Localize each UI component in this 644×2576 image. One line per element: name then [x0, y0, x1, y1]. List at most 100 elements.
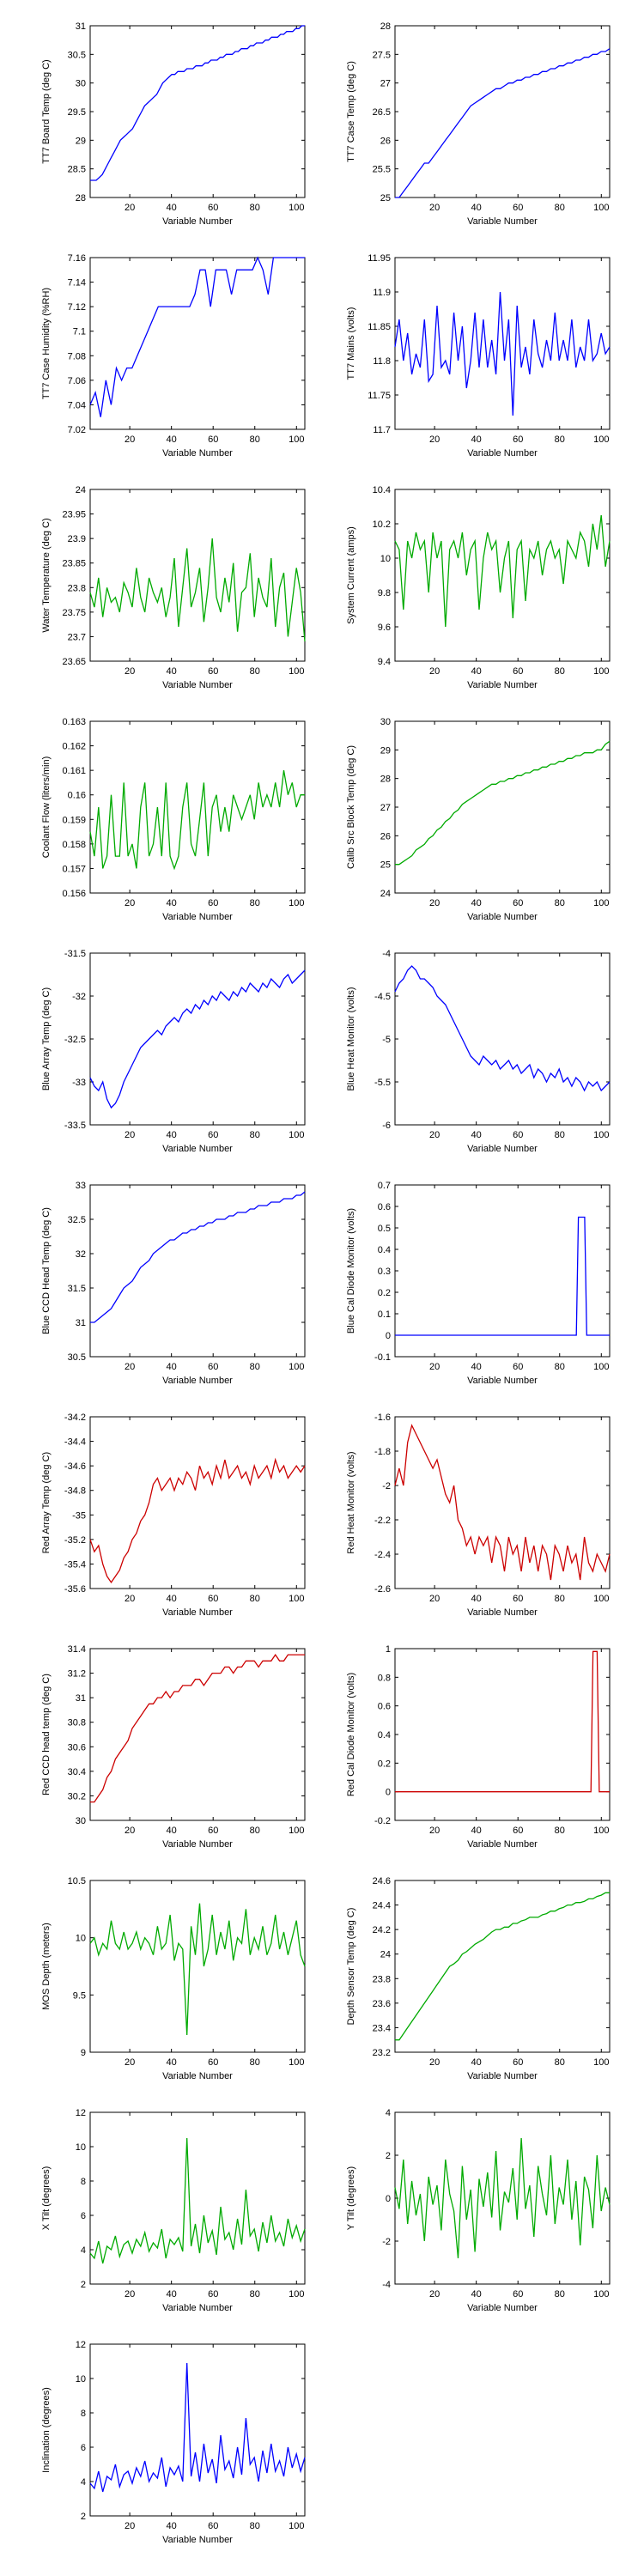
x-tick-label: 100 — [593, 1826, 609, 1836]
plot-frame — [394, 1880, 611, 2053]
y-tick-label: 32 — [76, 1249, 86, 1260]
series-line — [89, 969, 306, 1109]
x-tick-label: 40 — [167, 666, 177, 677]
x-tick-label: 60 — [208, 1594, 218, 1604]
x-tick-label: 80 — [250, 1130, 260, 1140]
x-tick-label: 80 — [555, 2289, 565, 2300]
plot-frame — [394, 1184, 611, 1358]
x-tick-label: 40 — [167, 1594, 177, 1604]
y-tick-label: 24 — [76, 485, 86, 495]
chart-panel: 9 9.5 10 10.5 20 40 60 80 100 Variable Number MOS … — [41, 1876, 306, 2081]
y-tick-label: 27 — [380, 803, 391, 813]
y-tick-label: 7.04 — [68, 400, 86, 410]
series-line — [89, 2362, 306, 2493]
x-tick-label: 100 — [289, 434, 304, 445]
x-tick-label: 100 — [289, 1362, 304, 1372]
y-tick-label: 12 — [76, 2108, 86, 2118]
y-axis-label: X Tilt (degrees) — [41, 2166, 52, 2231]
y-tick-label: 2 — [386, 2151, 391, 2161]
y-tick-label: -35.6 — [64, 1584, 86, 1595]
x-tick-label: 40 — [167, 898, 177, 908]
x-axis-label: Variable Number — [467, 680, 538, 690]
y-tick-label: 23.8 — [373, 1974, 391, 1984]
y-tick-label: 31.5 — [68, 1284, 86, 1294]
x-tick-label: 60 — [513, 1826, 523, 1836]
chart-panel: 9.4 9.6 9.8 10 10.2 10.4 20 40 60 80 100 Variable N… — [346, 485, 611, 690]
y-tick-label: 9.6 — [378, 623, 391, 633]
x-tick-label: 40 — [471, 1594, 482, 1604]
y-tick-label: 0.16 — [68, 791, 86, 801]
y-axis-label: Coolant Flow (liters/min) — [41, 756, 52, 859]
plot-frame — [89, 1880, 306, 2053]
x-tick-label: 60 — [208, 1826, 218, 1836]
x-tick-label: 60 — [513, 434, 523, 445]
plot-frame — [89, 1416, 306, 1589]
x-tick-label: 100 — [289, 1130, 304, 1140]
y-axis-label: Water Temperature (deg C) — [41, 518, 52, 632]
y-tick-label: 4 — [81, 2477, 86, 2488]
x-tick-label: 80 — [555, 203, 565, 213]
y-tick-label: 30.6 — [68, 1742, 86, 1753]
y-tick-label: 7.14 — [68, 278, 86, 289]
y-tick-label: -5.5 — [374, 1078, 391, 1088]
x-axis-label: Variable Number — [467, 2071, 538, 2081]
y-tick-label: 0 — [386, 1331, 391, 1341]
y-tick-label: -4 — [382, 949, 391, 959]
chart-panel: 30.5 31 31.5 32 32.5 33 20 40 60 80 100 Variable Nu… — [41, 1181, 306, 1386]
chart-panel: -6 -5.5 -5 -4.5 -4 20 40 60 80 100 Variable Number… — [346, 949, 611, 1154]
x-axis-label: Variable Number — [162, 1376, 233, 1386]
x-tick-label: 80 — [250, 1362, 260, 1372]
plot-frame — [89, 2111, 306, 2285]
y-tick-label: 0.157 — [62, 864, 86, 874]
y-tick-label: 10.4 — [373, 485, 391, 495]
y-tick-label: 0.161 — [62, 766, 86, 776]
x-tick-label: 60 — [208, 203, 218, 213]
y-tick-label: -34.6 — [64, 1461, 86, 1472]
x-tick-label: 20 — [125, 1594, 135, 1604]
y-tick-label: 30 — [76, 1816, 86, 1826]
x-tick-label: 100 — [593, 203, 609, 213]
x-tick-label: 40 — [167, 1362, 177, 1372]
x-tick-label: 20 — [125, 2521, 135, 2531]
y-tick-label: 11.9 — [373, 288, 391, 298]
y-tick-label: 7.16 — [68, 253, 86, 264]
x-tick-label: 80 — [250, 203, 260, 213]
y-tick-label: 0.2 — [378, 1288, 391, 1298]
x-tick-label: 100 — [289, 898, 304, 908]
y-tick-label: 0.3 — [378, 1267, 391, 1277]
y-tick-label: 30 — [380, 717, 391, 727]
y-tick-label: 9.8 — [378, 588, 391, 598]
x-axis-label: Variable Number — [162, 216, 233, 227]
y-tick-label: -34.2 — [64, 1413, 86, 1423]
x-tick-label: 20 — [125, 203, 135, 213]
x-tick-label: 100 — [593, 1130, 609, 1140]
y-tick-label: 25 — [380, 193, 391, 204]
y-tick-label: 0.5 — [378, 1224, 391, 1234]
y-tick-label: 8 — [81, 2177, 86, 2187]
y-tick-label: -0.1 — [374, 1352, 391, 1363]
y-tick-label: -1.8 — [374, 1447, 391, 1457]
y-tick-label: 11.7 — [373, 425, 391, 435]
x-tick-label: 40 — [471, 898, 482, 908]
y-tick-label: -32 — [72, 992, 86, 1002]
x-tick-label: 100 — [289, 666, 304, 677]
y-tick-label: 29 — [76, 136, 86, 146]
y-tick-label: 9.4 — [378, 657, 391, 667]
chart-panel: -35.6 -35.4 -35.2 -35 -34.8 -34.6 -34.4 -34.2 20… — [41, 1413, 306, 1618]
x-tick-label: 80 — [250, 1826, 260, 1836]
y-axis-label: Red Array Temp (deg C) — [41, 1452, 52, 1553]
x-tick-label: 20 — [125, 666, 135, 677]
y-tick-label: 7.02 — [68, 425, 86, 435]
chart-panel: 0.156 0.157 0.158 0.159 0.16 0.161 0.162 0.163 2… — [41, 717, 306, 922]
y-tick-label: 27.5 — [373, 50, 391, 60]
x-tick-label: 100 — [593, 1362, 609, 1372]
chart-panel: 28 28.5 29 29.5 30 30.5 31 20 40 60 80 100 Variable … — [41, 21, 306, 227]
y-tick-label: -4 — [382, 2280, 391, 2290]
y-tick-label: 33 — [76, 1181, 86, 1191]
plot-frame — [89, 952, 306, 1126]
y-tick-label: -33.5 — [64, 1121, 86, 1131]
series-line — [395, 1892, 610, 2041]
x-tick-label: 20 — [125, 1826, 135, 1836]
y-tick-label: -2 — [382, 1481, 391, 1492]
